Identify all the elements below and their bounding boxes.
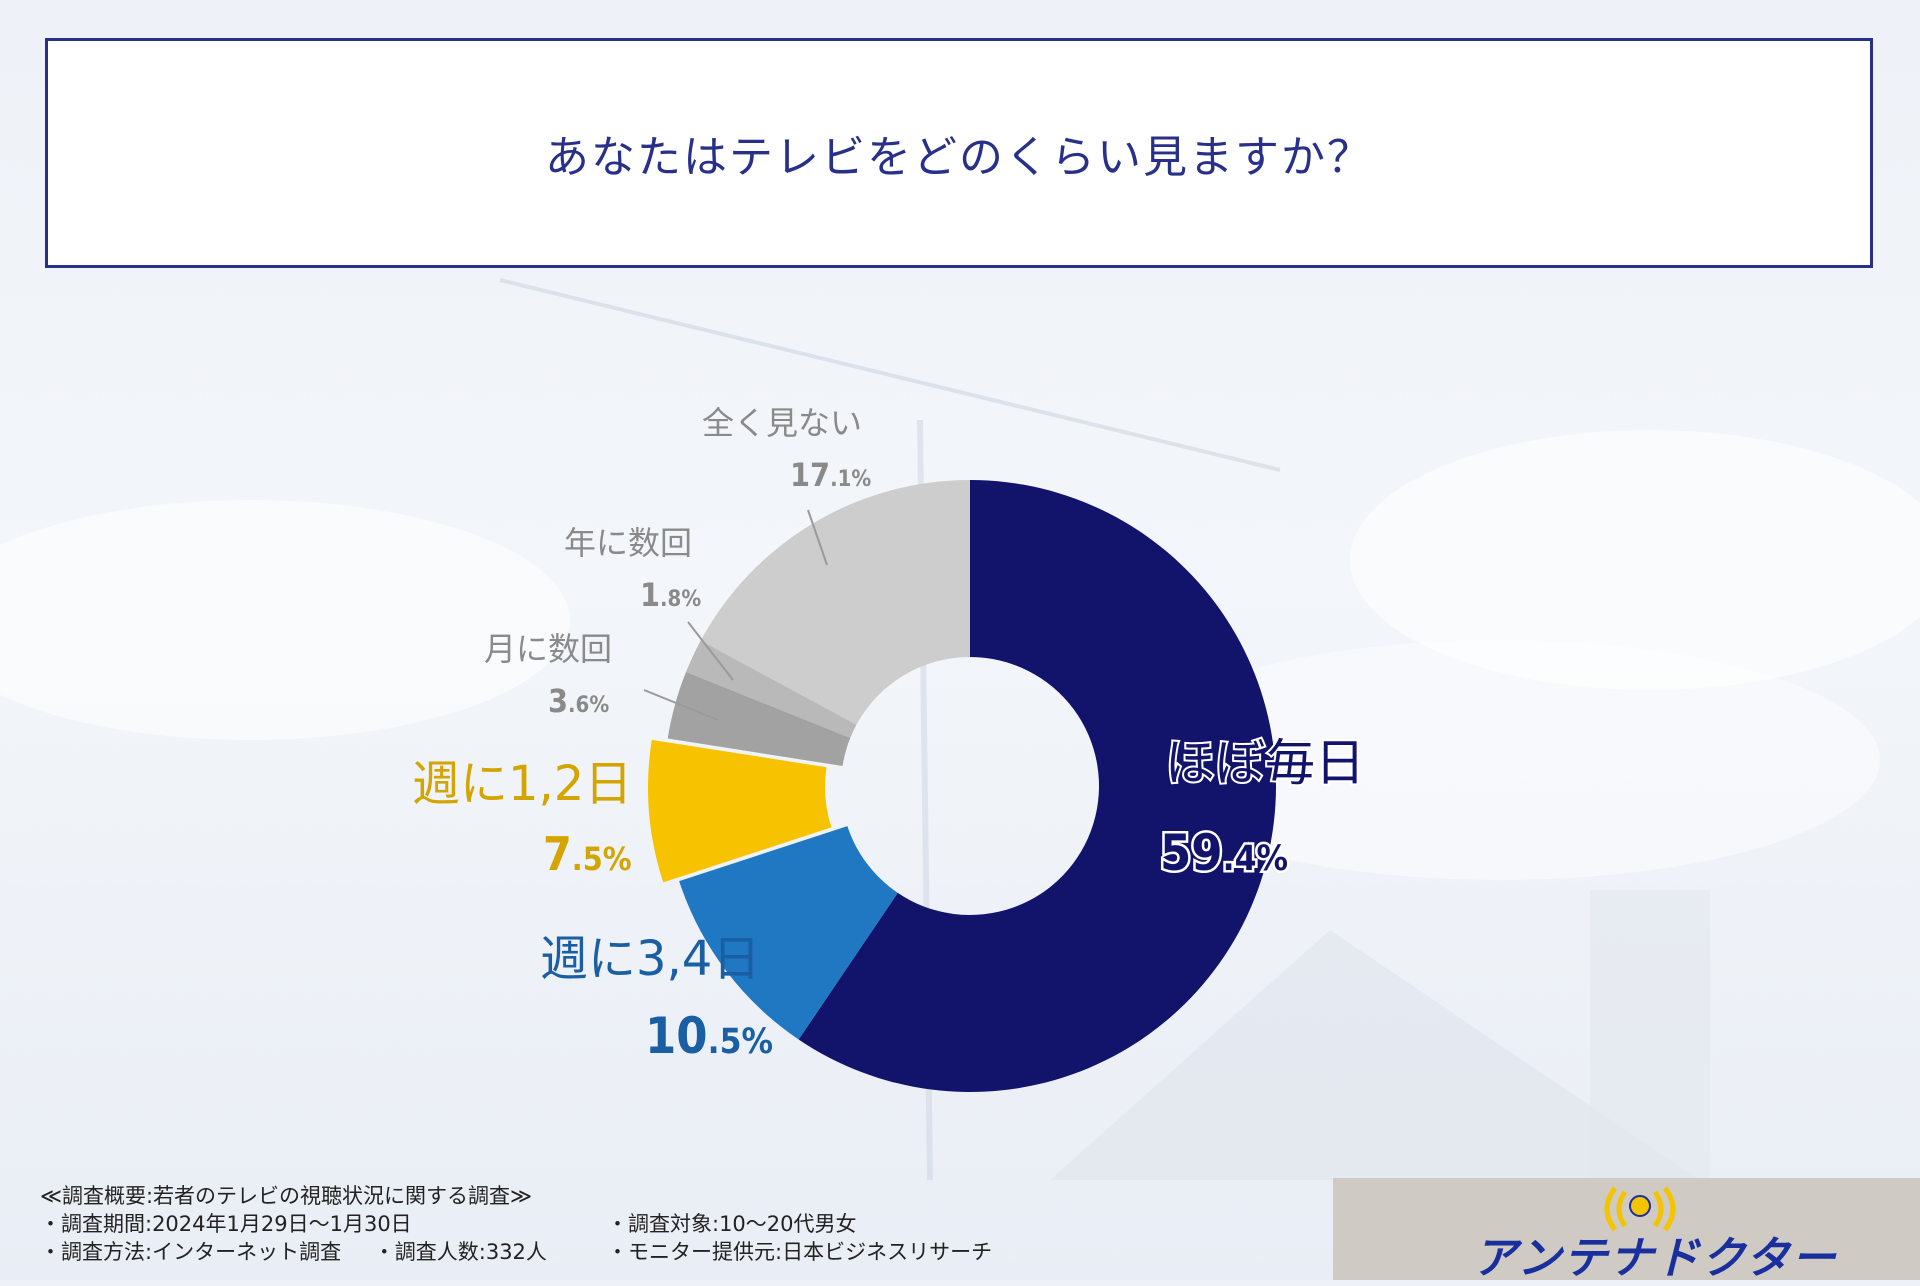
value-label-2: 7.5% <box>543 827 632 881</box>
survey-respondents: ・調査人数:332人 <box>373 1240 547 1264</box>
category-label-2: 週に1,2日 <box>412 756 632 812</box>
category-label-3: 月に数回 <box>484 630 612 668</box>
value-label-1: 10.5% <box>645 1007 773 1065</box>
donut-slice-2 <box>648 739 832 883</box>
category-label-5: 全く見ない <box>702 404 862 442</box>
survey-target: ・調査対象:10〜20代男女 <box>607 1212 857 1236</box>
survey-title: ≪調査概要:若者のテレビの視聴状況に関する調査≫ <box>40 1184 533 1208</box>
title-box: あなたはテレビをどのくらい見ますか？ <box>45 38 1873 268</box>
category-label-4: 年に数回 <box>564 524 692 562</box>
logo-text: アンテナドクター <box>1473 1233 1838 1284</box>
leader-line-5 <box>807 509 828 566</box>
chart-title: あなたはテレビをどのくらい見ますか？ <box>545 132 1373 183</box>
donut-slice-5 <box>700 480 970 725</box>
donut-slice-3 <box>667 671 851 767</box>
value-label-4: 1.8% <box>640 576 701 614</box>
category-label-0: ほぼ毎日 <box>1165 734 1365 792</box>
survey-footer: ≪調査概要:若者のテレビの視聴状況に関する調査≫ ・調査期間:2024年1月29… <box>40 1182 992 1266</box>
donut-slice-1 <box>679 826 898 1040</box>
leader-line-3 <box>643 689 719 721</box>
antenna-mascot-icon <box>1604 1186 1676 1232</box>
donut-slice-0 <box>798 480 1276 1092</box>
value-label-3: 3.6% <box>548 682 609 720</box>
leader-line-4 <box>687 621 734 681</box>
category-label-1: 週に3,4日 <box>540 931 760 987</box>
donut-slice-4 <box>686 640 857 738</box>
value-label-0: 59.4% <box>1160 824 1288 882</box>
donut-chart: ほぼ毎日 59.4% 週に3,4日 10.5% 週に1,2日 7.5% 月に数回 3.6% 年に… <box>412 404 1367 1092</box>
survey-period: ・調査期間:2024年1月29日〜1月30日 <box>40 1212 412 1236</box>
survey-method: ・調査方法:インターネット調査 <box>40 1240 342 1264</box>
brand-logo: アンテナドクター <box>1333 1178 1920 1284</box>
survey-monitor: ・モニター提供元:日本ビジネスリサーチ <box>607 1240 993 1264</box>
value-label-5: 17.1% <box>790 456 871 494</box>
